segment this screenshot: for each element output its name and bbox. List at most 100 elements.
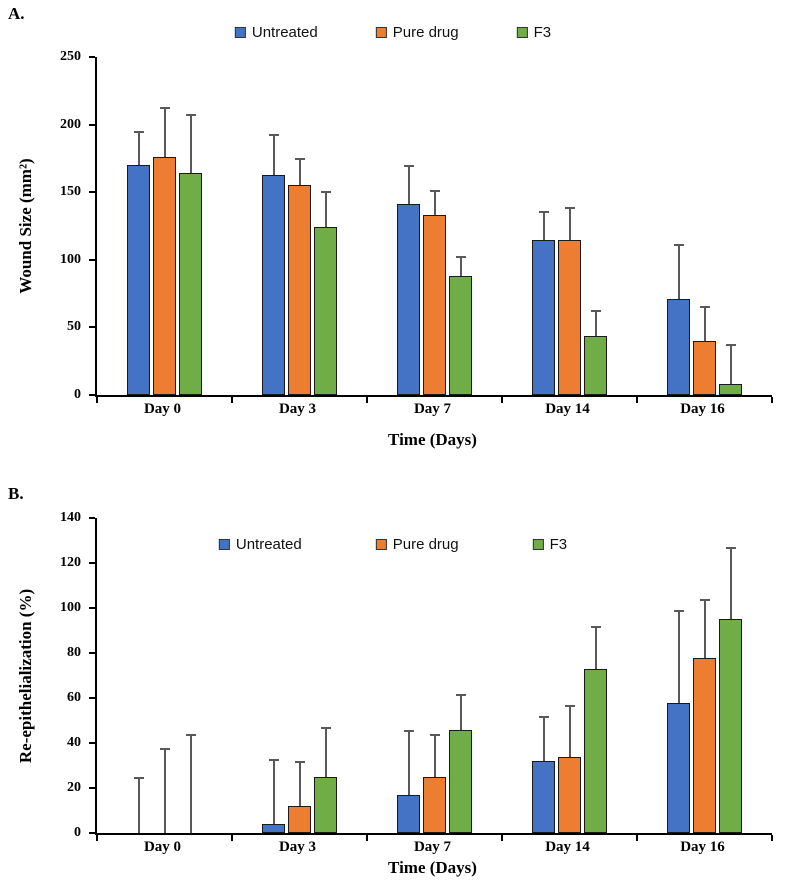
- bar-slot: [423, 518, 446, 833]
- y-tick-mark: [89, 832, 95, 834]
- error-bar-cap: [538, 211, 549, 214]
- legend-item-pure-drug: Pure drug: [375, 536, 459, 553]
- bar-slot: [179, 518, 202, 833]
- error-bar: [564, 704, 575, 757]
- error-bar-cap: [294, 761, 305, 763]
- legend-label: F3: [533, 24, 552, 41]
- error-bar: [673, 610, 684, 703]
- bar-pure-drug-day-3: [288, 185, 311, 395]
- bar-group-day-14: [502, 518, 637, 833]
- legend-item-untreated: Untreated: [234, 24, 318, 41]
- legend-swatch-pure-drug: [375, 27, 387, 38]
- error-bar: [268, 134, 279, 175]
- x-axis-categories: Day 0 Day 3 Day 7 Day 14 Day 16: [95, 839, 770, 856]
- x-category-label-day-14: Day 14: [545, 401, 590, 417]
- x-tick-mark: [501, 835, 503, 841]
- plot-area: 0 20 40 60 80 100 120 140: [60, 510, 773, 841]
- x-tick-mark: [366, 397, 368, 403]
- bar-slot: [584, 518, 607, 833]
- error-bar-cap: [268, 758, 279, 761]
- bar-pure-drug-day-7: [423, 215, 446, 395]
- bar-slot: [423, 57, 446, 395]
- bar-f3-day-7: [449, 276, 472, 395]
- bar-slot: [314, 518, 337, 833]
- bar-f3-day-14: [584, 335, 607, 395]
- x-category-label-day-3: Day 3: [278, 401, 317, 417]
- bar-slot: [693, 57, 716, 395]
- error-bar: [320, 190, 331, 228]
- error-bar-cap: [403, 165, 414, 168]
- x-tick-mark: [231, 397, 233, 403]
- x-category-label-day-7: Day 7: [413, 839, 452, 855]
- bar-pure-drug-day-16: [693, 340, 716, 395]
- legend-item-f3: F3: [532, 536, 568, 553]
- bar-groups: [97, 57, 772, 395]
- bar-f3-day-14: [584, 668, 607, 833]
- bar-slot: [288, 518, 311, 833]
- error-bar: [673, 243, 684, 300]
- bar-pure-drug-day-16: [693, 657, 716, 833]
- error-bar: [538, 716, 549, 761]
- legend: Untreated Pure drug F3: [218, 536, 568, 553]
- y-tick-label: 20: [67, 780, 81, 795]
- bar-slot: [153, 518, 176, 833]
- error-bar: [725, 343, 736, 385]
- bar-group-day-16: [637, 518, 772, 833]
- y-tick-label: 200: [60, 116, 81, 132]
- error-bar-cap: [429, 734, 440, 736]
- legend-label: F3: [549, 536, 568, 553]
- y-tick-label: 250: [60, 49, 81, 64]
- y-tick-mark: [89, 562, 95, 564]
- x-category-label-day-0: Day 0: [143, 839, 182, 855]
- y-tick-mark: [89, 191, 95, 194]
- y-tick-label: 100: [60, 251, 81, 267]
- error-bar-cap: [673, 610, 684, 613]
- bar-group-day-3: [232, 57, 367, 395]
- bar-group-day-3: [232, 518, 367, 833]
- error-bar: [403, 729, 414, 795]
- error-bar: [455, 693, 466, 730]
- bar-group-day-0: [97, 518, 232, 833]
- x-axis-categories: Day 0 Day 3 Day 7 Day 14 Day 16: [95, 401, 770, 418]
- x-category-label-day-3: Day 3: [278, 839, 317, 855]
- bar-pure-drug-day-0: [153, 157, 176, 395]
- error-bar-cap: [699, 305, 710, 308]
- error-bar-cap: [159, 107, 170, 110]
- y-tick-mark: [89, 56, 95, 58]
- bar-untreated-day-3: [262, 824, 285, 833]
- error-bar: [133, 776, 144, 833]
- error-bar-cap: [564, 704, 575, 707]
- x-category-label-day-14: Day 14: [545, 839, 590, 855]
- x-axis-title: Time (Days): [388, 430, 477, 449]
- bar-pure-drug-day-14: [558, 756, 581, 833]
- bar-slot: [532, 518, 555, 833]
- error-bar: [538, 211, 549, 240]
- legend-label: Pure drug: [392, 536, 459, 553]
- error-bar-cap: [403, 729, 414, 732]
- bar-untreated-day-7: [397, 204, 420, 395]
- x-category-label-day-16: Day 16: [680, 401, 725, 417]
- bar-pure-drug-day-3: [288, 806, 311, 833]
- legend-item-untreated: Untreated: [218, 536, 302, 553]
- error-bar: [159, 747, 170, 833]
- bar-slot: [314, 57, 337, 395]
- error-bar-cap: [564, 207, 575, 210]
- bar-untreated-day-14: [532, 239, 555, 395]
- error-bar: [268, 758, 279, 825]
- y-tick-label: 140: [60, 510, 81, 525]
- error-bar-cap: [185, 734, 196, 736]
- y-tick-mark: [89, 394, 95, 396]
- legend-label: Untreated: [235, 536, 302, 553]
- bar-slot: [719, 518, 742, 833]
- error-bar-cap: [133, 776, 144, 779]
- error-bar: [320, 727, 331, 777]
- legend-swatch-f3: [516, 27, 528, 38]
- error-bar-cap: [268, 134, 279, 137]
- y-tick-mark: [89, 607, 95, 609]
- bar-slot: [262, 518, 285, 833]
- bar-f3-day-3: [314, 776, 337, 833]
- x-category-label-day-7: Day 7: [413, 401, 452, 417]
- bar-untreated-day-14: [532, 761, 555, 833]
- bar-slot: [667, 518, 690, 833]
